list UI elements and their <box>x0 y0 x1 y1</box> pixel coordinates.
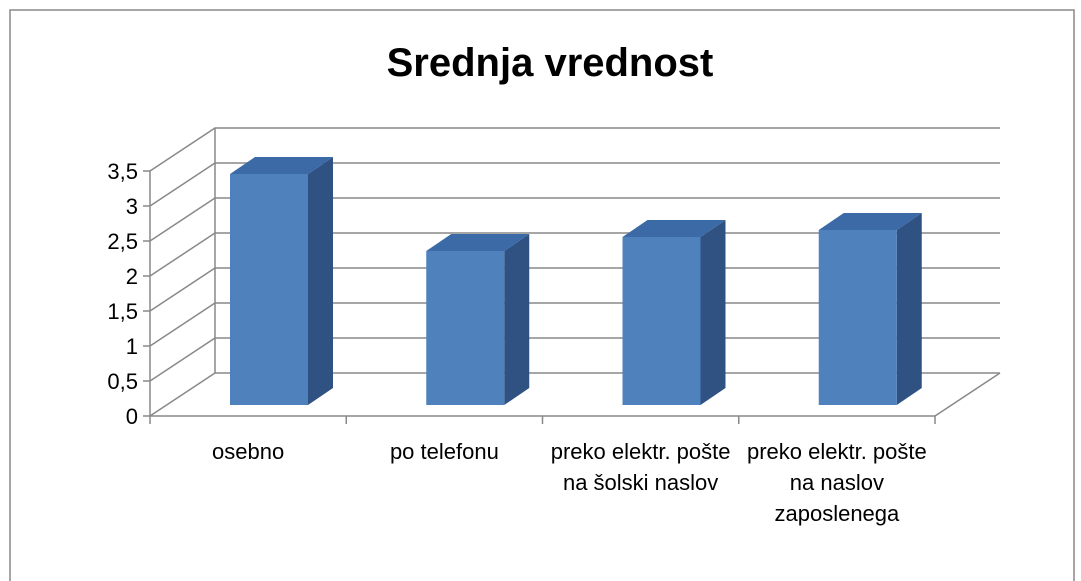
grid-line <box>149 372 1000 417</box>
x-tick-label: preko elektr. pošte na naslov zaposleneg… <box>746 439 927 526</box>
grid-line <box>149 197 1000 242</box>
bar-side <box>896 213 922 405</box>
floor-right-edge <box>934 372 1001 417</box>
chart-title: Srednja vrednost <box>387 41 714 85</box>
y-tick-label: 2 <box>126 264 138 289</box>
bar <box>230 174 308 405</box>
x-tick-label: osebno <box>212 439 285 464</box>
bar <box>622 237 701 405</box>
grid-line <box>149 127 1000 172</box>
grid-line <box>149 162 1000 207</box>
y-tick-label: 1 <box>126 334 138 359</box>
y-tick-label: 2,5 <box>107 229 138 254</box>
y-tick-label: 0,5 <box>107 369 138 394</box>
x-tick-label: preko elektr. pošte na šolski naslov <box>550 439 731 495</box>
bar-side <box>504 234 530 405</box>
y-tick-label: 3,5 <box>107 159 138 184</box>
bar <box>426 251 505 405</box>
bar-side <box>308 157 333 405</box>
bar-top <box>426 234 530 251</box>
bar <box>818 230 897 405</box>
x-tick-label: po telefonu <box>389 439 499 464</box>
grid-line <box>149 337 1000 382</box>
chart-border <box>9 9 1075 581</box>
y-tick-label: 3 <box>126 194 138 219</box>
y-tick-label: 0 <box>126 404 138 429</box>
bar-top <box>230 157 333 174</box>
grid-line <box>149 302 1000 347</box>
y-tick-label: 1,5 <box>107 299 138 324</box>
bar-top <box>622 220 726 237</box>
bar-side <box>700 220 726 405</box>
bar-top <box>818 213 922 230</box>
grid-line <box>149 267 1000 312</box>
grid-line <box>149 232 1000 277</box>
